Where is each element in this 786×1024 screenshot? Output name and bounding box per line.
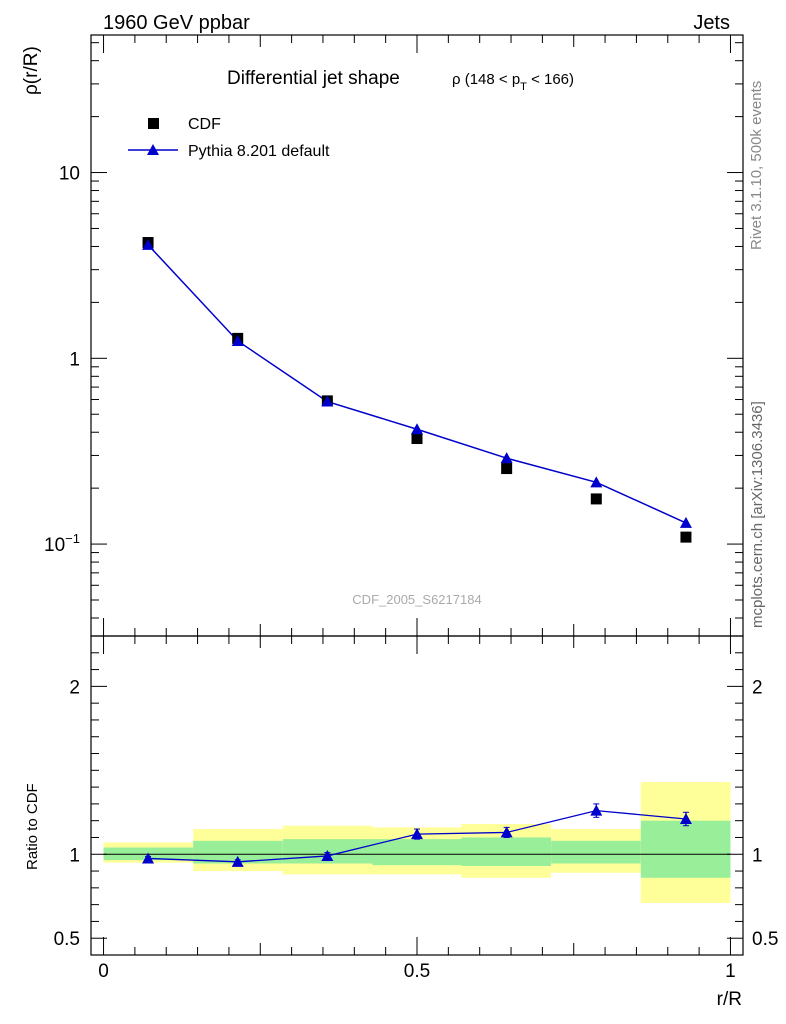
band-inner-3 bbox=[372, 839, 462, 866]
header-left: 1960 GeV ppbar bbox=[103, 12, 250, 34]
main-ytick-label-2: 10 bbox=[59, 164, 80, 185]
ratio-ytick-label-left-2: 2 bbox=[69, 677, 80, 698]
ratio-bands bbox=[103, 782, 731, 903]
data-point-mc bbox=[679, 516, 692, 528]
data-point-cdf bbox=[411, 433, 423, 445]
series bbox=[142, 237, 692, 867]
mc-line bbox=[147, 244, 687, 524]
mcplots-label: mcplots.cern.ch [arXiv:1306.3436] bbox=[749, 401, 766, 628]
ratio-ytick-label-left-0: 0.5 bbox=[54, 929, 80, 950]
band-inner-4 bbox=[461, 837, 552, 867]
xtick-label-1: 0.5 bbox=[404, 961, 430, 982]
ratio-point-mc bbox=[321, 849, 334, 861]
ratio-ytick-label-left-1: 1 bbox=[69, 845, 80, 866]
legend-label-cdf: CDF bbox=[188, 116, 221, 133]
ratio-ytick-label-right-2: 2 bbox=[752, 677, 763, 698]
ratio-ytick-label-right-0: 0.5 bbox=[752, 929, 778, 950]
xtick-label-2: 1 bbox=[725, 961, 736, 982]
xtick-label-0: 0 bbox=[98, 961, 109, 982]
data-point-mc bbox=[411, 423, 423, 435]
axes: 10−1 1 10 0.5 0.5 1 1 2 2 0 0.5 1 bbox=[44, 34, 778, 982]
data-point-mc bbox=[590, 476, 603, 488]
main-ytick-label-0: 10−1 bbox=[44, 531, 80, 556]
plot-subtitle-index: T bbox=[520, 81, 527, 93]
ratio-point-mc bbox=[590, 804, 603, 816]
xlabel: r/R bbox=[717, 989, 742, 1010]
data-point-cdf bbox=[680, 531, 692, 543]
legend-marker-cdf bbox=[148, 118, 159, 129]
analysis-watermark: CDF_2005_S6217184 bbox=[352, 592, 481, 607]
plot-subtitle: ρ (148 < pT < 166) bbox=[452, 71, 574, 93]
ratio-point-mc bbox=[411, 828, 423, 840]
legend-label-mc: Pythia 8.201 default bbox=[188, 143, 330, 160]
legend-marker-mc bbox=[147, 144, 159, 155]
ratio-point-mc bbox=[679, 813, 692, 825]
data-point-mc bbox=[231, 334, 244, 346]
rivet-label: Rivet 3.1.10, 500k events bbox=[748, 81, 765, 250]
plot-subtitle-suffix: < 166) bbox=[527, 71, 574, 88]
data-point-mc bbox=[500, 452, 513, 464]
data-point-mc bbox=[321, 395, 334, 407]
plot-title: Differential jet shape bbox=[227, 68, 400, 89]
band-inner-5 bbox=[551, 840, 641, 864]
ratio-point-mc bbox=[142, 852, 155, 864]
band-inner-1 bbox=[193, 840, 283, 864]
main-ytick-label-1: 1 bbox=[69, 349, 80, 370]
header-right: Jets bbox=[693, 12, 730, 34]
plot-subtitle-prefix: ρ (148 < p bbox=[452, 71, 520, 88]
ratio-point-mc bbox=[500, 826, 513, 838]
data-point-mc bbox=[142, 238, 155, 250]
data-point-cdf bbox=[590, 493, 602, 505]
band-inner-6 bbox=[640, 820, 731, 878]
main-ylabel: ρ(r/R) bbox=[21, 46, 42, 95]
data-point-cdf bbox=[501, 463, 513, 475]
ratio-ytick-label-right-1: 1 bbox=[752, 845, 763, 866]
ratio-point-mc bbox=[231, 855, 244, 867]
ratio-ylabel: Ratio to CDF bbox=[24, 783, 41, 870]
